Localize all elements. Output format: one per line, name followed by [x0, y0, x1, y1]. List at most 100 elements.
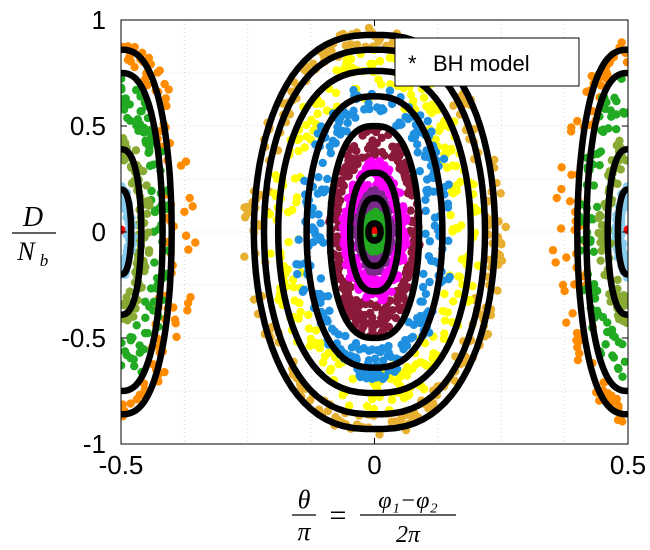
- data-point: [311, 326, 321, 335]
- bh-model-orbit-edge: [574, 46, 628, 418]
- data-point: [334, 205, 343, 215]
- data-point: [403, 114, 413, 124]
- bh-model-orbit-edge: [121, 46, 175, 418]
- data-point: [298, 287, 308, 296]
- data-point: [412, 140, 422, 149]
- data-point: [300, 143, 309, 152]
- bh-model-orbit-edge: [604, 146, 628, 318]
- data-point: [572, 336, 581, 345]
- data-point: [270, 189, 279, 198]
- data-point: [614, 401, 623, 411]
- data-point: [344, 156, 353, 166]
- data-point: [126, 399, 135, 408]
- data-point: [399, 279, 408, 288]
- data-point: [296, 307, 305, 317]
- bh-model-orbit: [346, 169, 403, 295]
- data-point: [454, 272, 463, 281]
- data-point: [318, 158, 327, 168]
- y-tick-label: 0.5: [70, 111, 106, 141]
- data-point: [136, 107, 145, 116]
- data-point: [362, 401, 372, 411]
- bh-model-orbit: [365, 220, 384, 244]
- data-point: [172, 332, 181, 342]
- data-point: [145, 302, 154, 311]
- data-point: [160, 367, 169, 377]
- data-point: [440, 316, 450, 325]
- data-point: [266, 249, 275, 258]
- data-point: [164, 85, 173, 94]
- data-point: [589, 181, 599, 190]
- data-point: [316, 339, 325, 348]
- data-point: [393, 291, 402, 301]
- data-point: [121, 105, 129, 114]
- data-point: [377, 133, 386, 142]
- data-point: [400, 171, 409, 180]
- y-axis-label: D N b: [12, 202, 56, 270]
- data-point: [351, 113, 360, 122]
- data-point: [497, 240, 506, 249]
- data-point: [361, 371, 371, 380]
- data-point: [374, 75, 383, 84]
- data-point: [294, 146, 303, 156]
- data-point: [424, 252, 434, 261]
- data-point: [147, 186, 156, 196]
- data-point: [445, 272, 454, 282]
- data-point: [557, 184, 566, 194]
- data-point: [191, 238, 200, 247]
- data-point: [274, 295, 283, 304]
- data-point: [468, 281, 477, 291]
- x-tick-labels: -0.5 0 0.5: [99, 450, 646, 480]
- data-point: [443, 199, 453, 208]
- data-point: [419, 384, 429, 394]
- data-point: [457, 221, 466, 230]
- data-point: [568, 309, 577, 318]
- data-point: [501, 222, 510, 232]
- data-point: [592, 202, 602, 212]
- data-point: [357, 153, 367, 162]
- data-point: [604, 124, 613, 133]
- data-point: [364, 23, 374, 33]
- legend: * BH model: [394, 37, 580, 87]
- data-point: [618, 107, 628, 117]
- data-point: [134, 126, 143, 135]
- data-point: [130, 361, 139, 371]
- data-point: [401, 341, 410, 350]
- data-point: [456, 177, 465, 187]
- data-point: [376, 347, 385, 357]
- data-point: [355, 368, 364, 377]
- data-point: [440, 143, 450, 152]
- data-point: [368, 276, 378, 285]
- data-point: [622, 297, 628, 307]
- data-point: [292, 198, 301, 207]
- data-point: [562, 253, 571, 262]
- data-point: [121, 74, 126, 83]
- data-point: [409, 129, 419, 139]
- data-point: [390, 149, 399, 158]
- data-point: [304, 310, 313, 320]
- data-point: [306, 334, 316, 343]
- data-point: [141, 313, 150, 322]
- data-point: [354, 302, 363, 311]
- data-point: [132, 395, 142, 404]
- data-point: [614, 338, 624, 347]
- data-point: [325, 142, 335, 151]
- bh-model-orbit: [274, 67, 475, 397]
- data-point: [381, 303, 390, 313]
- data-point: [387, 395, 397, 405]
- data-point: [320, 352, 330, 361]
- data-point: [418, 297, 427, 306]
- data-point: [619, 316, 628, 326]
- data-point: [240, 203, 249, 212]
- data-point: [370, 150, 379, 160]
- legend-box: [394, 37, 580, 87]
- data-point: [448, 189, 458, 198]
- data-point: [334, 359, 344, 369]
- data-point: [181, 231, 191, 240]
- y-label-denominator: N: [16, 237, 36, 266]
- data-point: [145, 200, 154, 209]
- data-point: [183, 298, 193, 308]
- data-point: [342, 55, 351, 64]
- data-point: [597, 126, 606, 135]
- data-point: [290, 296, 299, 305]
- data-point: [331, 88, 341, 98]
